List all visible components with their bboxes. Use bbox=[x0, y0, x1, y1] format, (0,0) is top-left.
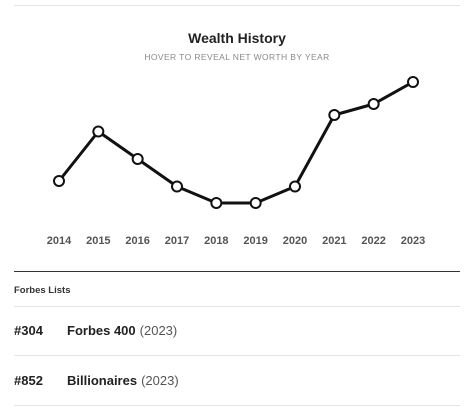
x-tick-label: 2014 bbox=[47, 235, 72, 247]
list-rank: #852 bbox=[14, 372, 43, 388]
x-tick-label: 2018 bbox=[204, 235, 228, 247]
data-point-2016[interactable] bbox=[131, 153, 144, 165]
x-tick-label: 2023 bbox=[401, 235, 425, 247]
x-tick-label: 2019 bbox=[243, 235, 267, 247]
list-rank: #304 bbox=[14, 322, 43, 338]
data-point-2019[interactable] bbox=[249, 197, 262, 209]
forbes-lists-label: Forbes Lists bbox=[14, 285, 71, 296]
x-tick-label: 2021 bbox=[322, 235, 346, 247]
data-point-2017[interactable] bbox=[171, 180, 183, 193]
list-name: Billionaires bbox=[67, 372, 138, 388]
list-year: (2023) bbox=[139, 322, 178, 338]
row-divider bbox=[14, 355, 460, 356]
wealth-history-chart[interactable]: 2014 2015 2016 2017 2018 2019 2020 2021 2022 2023 bbox=[0, 0, 474, 260]
x-tick-label: 2016 bbox=[125, 235, 149, 247]
chart-title: Wealth History bbox=[188, 30, 286, 46]
data-point-2014[interactable] bbox=[53, 175, 65, 187]
x-tick-label: 2022 bbox=[361, 235, 385, 247]
x-tick-label: 2017 bbox=[165, 235, 189, 247]
row-divider bbox=[14, 405, 460, 406]
list-year: (2023) bbox=[141, 372, 179, 388]
series-line bbox=[57, 80, 414, 205]
chart-header: Wealth History HOVER TO REVEAL NET WORTH… bbox=[0, 30, 474, 62]
top-divider bbox=[14, 5, 460, 6]
forbes-list-row: #852 Billionaires (2023) bbox=[14, 367, 460, 393]
forbes-list-row: #304 Forbes 400 (2023) bbox=[14, 317, 460, 343]
data-point-2015[interactable] bbox=[92, 125, 105, 138]
row-divider bbox=[14, 306, 460, 307]
data-point-2023[interactable] bbox=[407, 76, 419, 88]
data-point-2018[interactable] bbox=[210, 197, 223, 209]
x-tick-label: 2015 bbox=[86, 235, 110, 247]
data-point-2022[interactable] bbox=[367, 98, 380, 110]
chart-subtitle: HOVER TO REVEAL NET WORTH BY YEAR bbox=[144, 52, 330, 62]
list-name: Forbes 400 bbox=[67, 322, 136, 338]
x-tick-label: 2020 bbox=[283, 235, 307, 247]
section-divider bbox=[14, 271, 460, 272]
data-point-2020[interactable] bbox=[289, 180, 301, 193]
data-point-2021[interactable] bbox=[328, 109, 341, 121]
